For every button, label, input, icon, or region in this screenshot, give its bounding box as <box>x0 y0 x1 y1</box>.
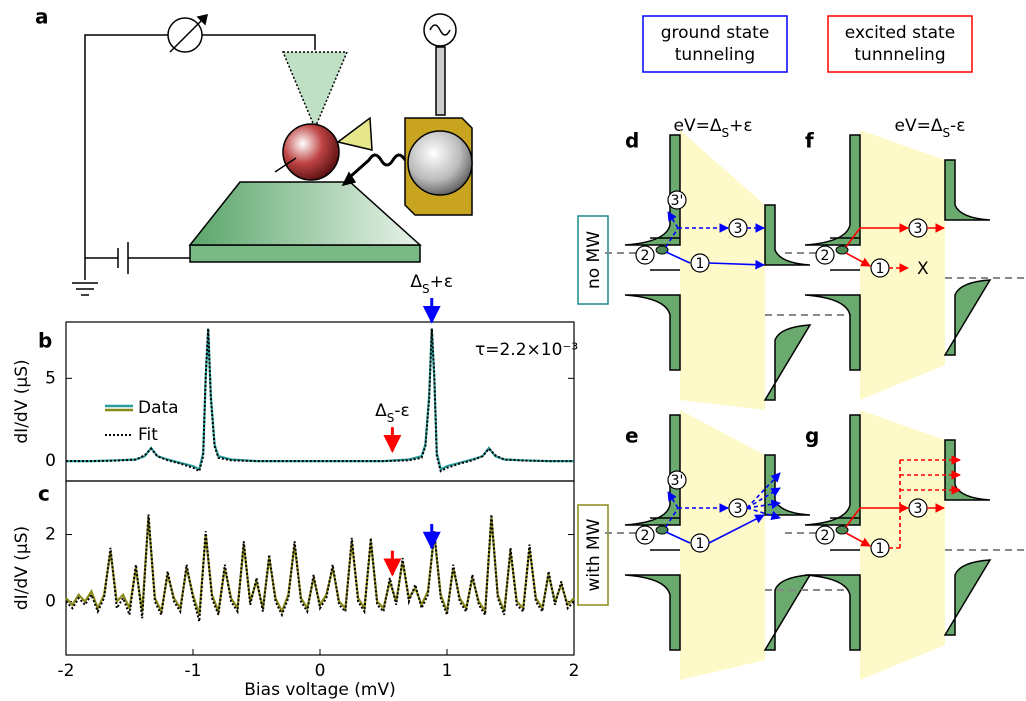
energy-diagram: 2 1 3 3' <box>605 410 850 680</box>
label: ΔS+ε <box>410 272 453 296</box>
label-base: Δ <box>375 401 387 421</box>
state-label: 3 <box>734 501 743 517</box>
label: eV=ΔS-ε <box>895 116 966 140</box>
sample-dos <box>765 575 810 650</box>
panel-label: e <box>625 424 639 448</box>
legend-label: Data <box>138 398 179 418</box>
legend-label: Fit <box>138 425 158 445</box>
tip-dos <box>805 295 860 370</box>
title-line: tunnneling <box>854 45 945 65</box>
state-label: 3 <box>734 221 743 237</box>
tip-dos <box>805 575 860 650</box>
x-tick-label: -2 <box>58 661 75 681</box>
state-label: 2 <box>821 248 830 264</box>
energy-diagram: 2 3 1 X <box>785 130 1026 400</box>
blocked: X <box>917 259 929 279</box>
energy-diagram: 2 1 3 3' <box>605 130 850 410</box>
y-tick-label: 2 <box>45 525 56 545</box>
panel-label: a <box>35 5 49 29</box>
x-tick-label: -1 <box>185 661 202 681</box>
label-sub: S <box>943 126 951 140</box>
title-line: excited state <box>845 23 955 43</box>
x-axis-label: Bias voltage (mV) <box>244 680 395 700</box>
y-axis-label: dI/dV (μS) <box>12 359 32 443</box>
y-axis-label: dI/dV (μS) <box>12 526 32 610</box>
barrier <box>680 130 765 410</box>
sample-dos <box>945 440 990 500</box>
state-label: 3' <box>671 193 684 209</box>
state-label: 3 <box>914 221 923 237</box>
panel-label: d <box>625 129 639 153</box>
sample-dos <box>765 205 810 265</box>
state-label: 3 <box>914 501 923 517</box>
state-label: 2 <box>641 248 650 264</box>
label-rest: -ε <box>394 401 409 421</box>
x-tick-label: 0 <box>315 661 326 681</box>
sample-dos <box>765 325 810 400</box>
label-base: eV=Δ <box>895 116 943 136</box>
sample-dos <box>945 560 990 635</box>
label: ΔS-ε <box>375 401 410 425</box>
sample-dos <box>945 160 990 220</box>
label-sub: S <box>721 126 729 140</box>
label-sub: S <box>387 411 395 425</box>
label-rest: +ε <box>430 272 453 292</box>
title-line: ground state <box>661 23 770 43</box>
panel-label: f <box>805 129 814 153</box>
state-label: 2 <box>641 528 650 544</box>
tip-dos <box>625 575 680 650</box>
y-tick-label: 0 <box>45 591 56 611</box>
tip-dos <box>625 295 680 370</box>
data-line <box>66 515 574 622</box>
x-tick-label: 2 <box>569 661 580 681</box>
x-tick-label: 1 <box>442 661 453 681</box>
title-line: tunneling <box>675 45 755 65</box>
energy-diagram: 2 3 1 <box>785 410 1026 680</box>
sample-dos <box>765 455 810 515</box>
label-sub: S <box>422 282 430 296</box>
label-rest: +ε <box>729 116 752 136</box>
row-label: no MW <box>584 231 604 289</box>
panel-label: b <box>38 329 52 353</box>
panel-label: g <box>805 424 819 448</box>
panel-label: c <box>38 482 50 506</box>
label-base: Δ <box>410 272 422 292</box>
state-label: 1 <box>696 536 705 552</box>
annotation: τ=2.2×10⁻³ <box>475 340 578 360</box>
plot-frame <box>66 481 574 655</box>
row-label: with MW <box>584 518 604 591</box>
state-label: 1 <box>696 256 705 272</box>
figure: a b c d f e g 05dI/dV (μS)ΔS+εΔS-ετ=2.2×… <box>0 0 1026 701</box>
state-label: 1 <box>876 261 885 277</box>
state-label: 1 <box>876 541 885 557</box>
label-rest: -ε <box>950 116 965 136</box>
state-label: 3' <box>671 473 684 489</box>
y-tick-label: 5 <box>45 368 56 388</box>
y-tick-label: 0 <box>45 451 56 471</box>
setup-schematic <box>72 14 472 295</box>
state-label: 2 <box>821 528 830 544</box>
sample-dos <box>945 280 990 355</box>
